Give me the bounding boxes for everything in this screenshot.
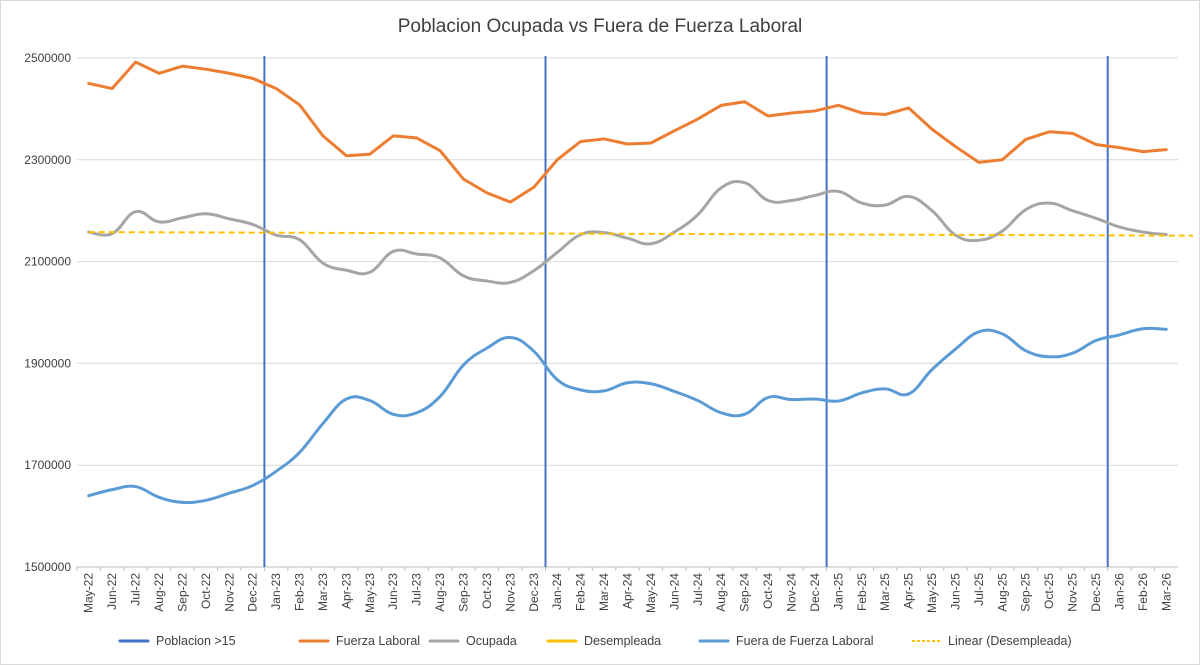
x-tick-label: Jun-25 <box>948 573 962 610</box>
x-tick-label: Mar-24 <box>597 573 611 611</box>
x-tick-label: May-22 <box>82 573 96 613</box>
x-tick-label: Mar-26 <box>1159 573 1173 611</box>
x-tick-label: Dec-25 <box>1089 573 1103 612</box>
x-tick-label: Jun-23 <box>386 573 400 610</box>
legend-label: Poblacion >15 <box>156 634 236 648</box>
x-tick-label: Jun-24 <box>667 573 681 610</box>
x-tick-label: Dec-23 <box>527 573 541 612</box>
y-tick-label: 1900000 <box>24 356 71 370</box>
x-tick-label: Jun-22 <box>105 573 119 610</box>
legend-label: Linear (Desempleada) <box>948 634 1072 648</box>
x-tick-label: Aug-24 <box>714 573 728 612</box>
x-tick-label: May-24 <box>644 573 658 613</box>
trendline-linear-desempleada <box>88 231 1194 237</box>
x-tick-label: Sep-23 <box>457 573 471 612</box>
series-line-fuerza-laboral <box>87 60 1168 204</box>
x-tick-label: Jan-23 <box>269 573 283 610</box>
x-tick-label: Mar-25 <box>878 573 892 611</box>
vertical-markers <box>263 56 1109 567</box>
legend-label: Ocupada <box>466 634 517 648</box>
x-tick-label: Aug-25 <box>995 573 1009 612</box>
x-tick-label: Oct-22 <box>199 573 213 609</box>
x-tick-label: Feb-25 <box>855 573 869 611</box>
x-tick-label: Dec-22 <box>246 573 260 612</box>
x-tick-label: Apr-25 <box>902 573 916 609</box>
x-tick-label: Jan-26 <box>1112 573 1126 610</box>
x-tick-label: May-23 <box>363 573 377 613</box>
x-tick-label: Nov-23 <box>503 573 517 612</box>
legend: Poblacion >15 Fuerza Laboral Ocupada Desemp… <box>118 634 1072 648</box>
x-tick-label: Sep-25 <box>1019 573 1033 612</box>
y-tick-label: 2100000 <box>24 255 71 269</box>
x-tick-label: Mar-23 <box>316 573 330 611</box>
x-tick-label: Dec-24 <box>808 573 822 612</box>
x-tick-label: Sep-22 <box>175 573 189 612</box>
x-tick-label: Jan-24 <box>550 573 564 610</box>
y-tick-label: 1500000 <box>24 560 71 574</box>
x-tick-label: Oct-23 <box>480 573 494 609</box>
legend-label: Fuerza Laboral <box>336 634 420 648</box>
x-tick-label: Jul-22 <box>129 573 143 606</box>
x-tick-label: Jul-23 <box>410 573 424 606</box>
x-tick-label: Oct-24 <box>761 573 775 609</box>
series-lines <box>87 60 1194 505</box>
x-tick-label: Nov-24 <box>784 573 798 612</box>
x-tick-label: Nov-22 <box>222 573 236 612</box>
x-tick-label: Apr-24 <box>621 573 635 609</box>
x-tick-label: Jul-24 <box>691 573 705 606</box>
x-axis-ticks: May-22 Jun-22 Jul-22 Aug-22 Sep-22 Oct-22 Nov-… <box>82 573 1174 613</box>
y-tick-label: 1700000 <box>24 458 71 472</box>
y-tick-label: 2500000 <box>24 51 71 65</box>
x-tick-label: Feb-23 <box>293 573 307 611</box>
x-tick-label: Sep-24 <box>738 573 752 612</box>
x-tick-label: Jan-25 <box>831 573 845 610</box>
x-tick-label: Jul-25 <box>972 573 986 606</box>
x-tick-label: Feb-24 <box>574 573 588 611</box>
x-tick-label: Aug-22 <box>152 573 166 612</box>
y-tick-label: 2300000 <box>24 153 71 167</box>
x-tick-label: May-25 <box>925 573 939 613</box>
legend-label: Desempleada <box>584 634 661 648</box>
x-tick-label: Aug-23 <box>433 573 447 612</box>
gridlines <box>76 57 1178 571</box>
x-tick-label: Feb-26 <box>1136 573 1150 611</box>
y-axis-ticks: 1500000 1700000 1900000 2100000 2300000 25000… <box>24 51 71 574</box>
x-tick-label: Nov-25 <box>1066 573 1080 612</box>
chart-title: Poblacion Ocupada vs Fuera de Fuerza Lab… <box>397 16 803 37</box>
x-tick-label: Apr-23 <box>339 573 353 609</box>
x-tick-label: Oct-25 <box>1042 573 1056 609</box>
legend-label: Fuera de Fuerza Laboral <box>736 634 874 648</box>
series-line-fuera-de-fuerza-laboral <box>87 326 1168 505</box>
